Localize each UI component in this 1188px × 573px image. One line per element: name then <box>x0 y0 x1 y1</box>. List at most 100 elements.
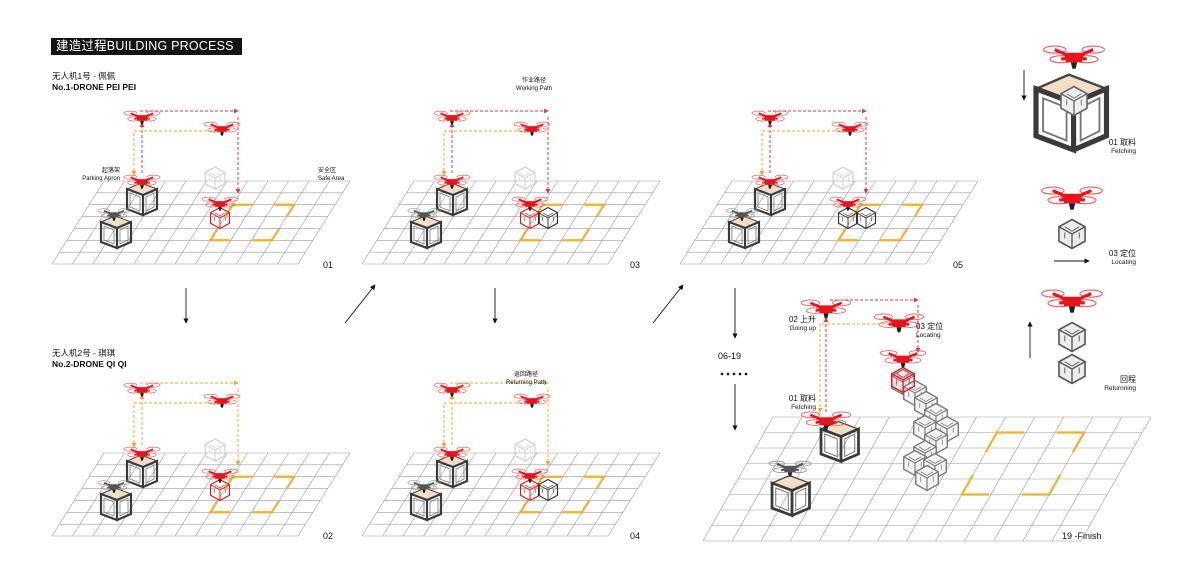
step-02-label: 02 <box>323 531 334 541</box>
side-locating-label: 03 定位 Locating <box>1086 249 1136 267</box>
side-fetching-drone <box>1043 45 1105 69</box>
panel-01-drone-apron <box>123 174 161 189</box>
panel-02-block-placed <box>209 478 231 502</box>
panel-01-grid <box>51 180 351 265</box>
big-going-up-cn: 02 上升 <box>788 315 816 324</box>
step-04-label: 04 <box>630 531 641 541</box>
panel-04-block-ghost <box>514 438 536 462</box>
side-fetching-cn: 01 取料 <box>1108 138 1136 147</box>
panel-04-block-placed-1 <box>519 478 541 502</box>
panel-01-drone-start <box>123 110 161 125</box>
big-locating-label: 03 定位 Locating <box>916 322 958 340</box>
big-fetching-label: 01 取料 Fetching <box>770 394 816 412</box>
side-fetching-en: Fetching <box>1111 148 1136 155</box>
step-finish-label: 19 -Finish <box>1062 531 1102 541</box>
panel-04-block-placed-2 <box>537 478 559 502</box>
side-returning-en: Returnning <box>1104 385 1136 392</box>
panel-02-grid-safe-zone <box>208 475 296 514</box>
drone1-name-en: No.1-DRONE PEI PEI <box>52 82 137 92</box>
returning-path-label-cn: 返回路径 <box>513 372 538 378</box>
side-locating-cn: 03 定位 <box>1108 249 1136 258</box>
panel-01-apron-box-top <box>125 182 159 217</box>
big-fetching-cn: 01 取料 <box>788 394 816 403</box>
safe-area-label-cn: 安全区 <box>318 168 337 174</box>
panel-03-grid-safe-zone <box>518 203 606 242</box>
big-fetching-en: Fetching <box>791 404 816 411</box>
working-path-label-cn: 作业路径 <box>521 78 546 84</box>
panel-04-drone-apron <box>433 446 471 461</box>
panel-05-block-placed-2 <box>855 206 877 230</box>
side-returning-block-1 <box>1058 321 1086 353</box>
panel-03-block-placed-2 <box>537 206 559 230</box>
panel-03-path-return <box>441 130 527 176</box>
panel-01-block-ghost <box>204 166 226 190</box>
side-locating-block <box>1058 218 1086 250</box>
panel-05-apron-box-top <box>753 182 787 217</box>
big-panel-drone-fetch <box>800 411 852 431</box>
panel-02-block-ghost <box>204 438 226 462</box>
panel-03-drone-end <box>513 121 551 136</box>
progress-dot-4 <box>738 372 742 376</box>
panel-02-drone-end <box>203 393 241 408</box>
working-path-label-en: Working Path <box>516 85 552 92</box>
side-locating-en: Locating <box>1111 259 1136 266</box>
panel-03-drone-target <box>511 196 549 211</box>
panel-03-drone-start <box>433 110 471 125</box>
safe-area-label-en: Safe Area <box>318 175 345 182</box>
big-panel-drone-drop <box>879 350 927 368</box>
side-locating-drone <box>1041 186 1103 210</box>
panel-04-path-return <box>441 402 527 448</box>
panel-04-drone-parked <box>407 480 441 493</box>
parking-apron-label-cn: 起落架 <box>101 168 120 174</box>
step-05-label: 05 <box>953 260 964 270</box>
progress-dot-5 <box>744 372 748 376</box>
panel-05-drone-target <box>829 196 867 211</box>
panel-02-path-return <box>131 402 217 448</box>
progress-dot-3 <box>732 372 736 376</box>
drone2-name-cn: 无人机2号 - 琪琪 <box>52 348 116 358</box>
progress-dot-1 <box>720 372 724 376</box>
panel-01-drone-parked <box>97 208 131 221</box>
big-going-up-label: 02 上升 Going up <box>770 315 816 333</box>
panel-05-drone-parked <box>725 208 759 221</box>
panel-05-block-placed-1 <box>837 206 859 230</box>
big-panel-drone-parked <box>768 460 812 477</box>
panel-02-apron-box-top <box>125 454 159 489</box>
panel-02-drone-start <box>123 382 161 397</box>
panel-02-drone-target <box>201 468 239 483</box>
side-returning-cn: 回程 <box>1120 375 1136 384</box>
side-fetching-label: 01 取料 Fetching <box>1086 138 1136 156</box>
flow-arrow-02-03 <box>344 284 376 324</box>
parking-apron-label-en: Parking Apron <box>82 175 120 182</box>
panel-03-apron-box-low <box>409 215 443 250</box>
panel-05-apron-box-low <box>727 215 761 250</box>
panel-05-grid <box>679 180 979 265</box>
panel-01-grid-safe-zone <box>208 203 296 242</box>
step-range-label: 06-19 <box>718 351 742 361</box>
step-03-label: 03 <box>630 260 641 270</box>
panel-01-drone-target <box>201 196 239 211</box>
big-panel-grid-safe-zone <box>960 431 1086 496</box>
big-panel-stack-block-new <box>891 366 915 394</box>
panel-03-block-ghost <box>514 166 536 190</box>
panel-03-block-placed-1 <box>519 206 541 230</box>
page-title: 建造过程BUILDING PROCESS <box>51 38 242 55</box>
panel-01-apron-box-low <box>99 215 133 250</box>
panel-03-grid <box>361 180 661 265</box>
big-panel-path-return <box>817 323 890 413</box>
panel-04-grid <box>361 452 661 537</box>
panel-01-block-placed <box>209 206 231 230</box>
panel-05-drone-start <box>751 110 789 125</box>
big-going-up-en: Going up <box>789 325 816 332</box>
panel-05-path-return <box>759 130 845 176</box>
returning-path-label: 返回路径 Returning Path <box>496 372 556 387</box>
parking-apron-label: 起落架 Parking Apron <box>68 168 120 183</box>
big-locating-en: Locating <box>916 332 941 339</box>
big-locating-cn: 03 定位 <box>916 322 944 331</box>
big-panel-drone-locate <box>873 313 925 333</box>
panel-04-drone-target <box>511 468 549 483</box>
returning-path-label-en: Returning Path <box>505 379 547 386</box>
big-panel-stack-block-11 <box>915 464 939 492</box>
working-path-label: 作业路径 Working Path <box>506 78 562 93</box>
